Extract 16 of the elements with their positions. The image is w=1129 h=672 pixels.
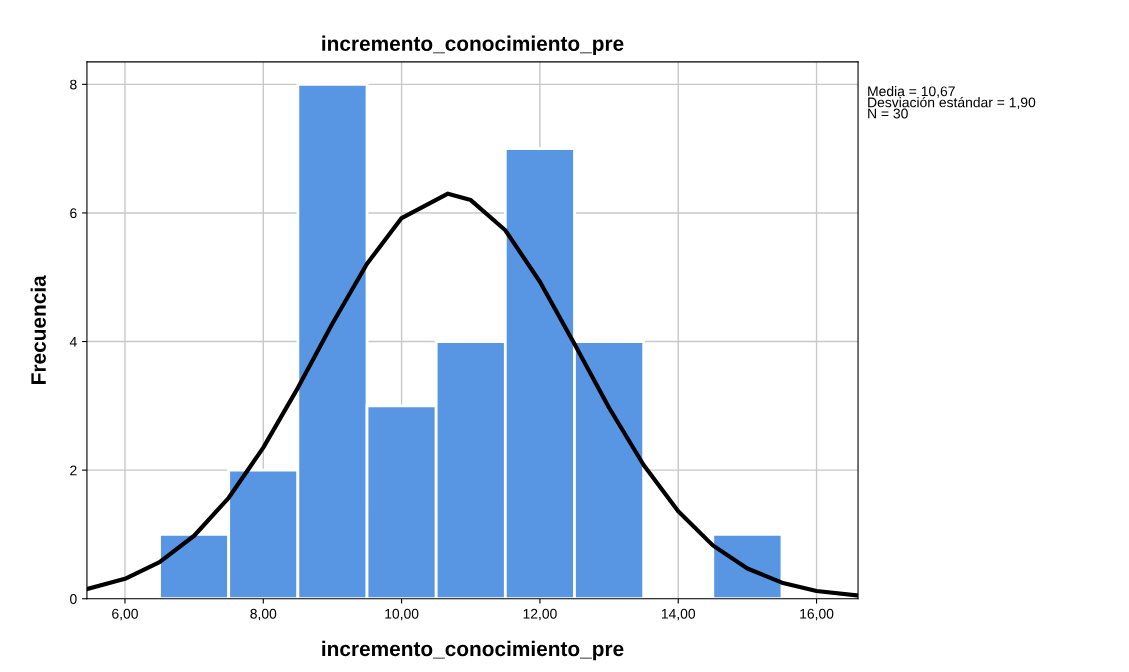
y-axis-title: Frecuencia [30,275,46,384]
x-axis-title: incremento_conocimiento_pre [322,640,624,661]
x-tick-label: 10,00 [385,608,419,621]
x-tick-label: 14,00 [661,608,696,621]
x-tick-label: 6,00 [112,608,138,621]
x-tick-label: 16,00 [800,608,834,621]
x-tick-label: 12,00 [523,608,557,621]
y-tick-label: 8 [70,79,77,90]
text: Media = 10,67 [868,86,955,98]
y-tick-label: 6 [70,208,77,219]
x-tick-label: 8,00 [250,608,277,621]
text: N = 30 [868,108,908,119]
chart-title: incremento_conocimiento_pre [322,35,624,56]
y-tick-label: 2 [70,465,77,476]
y-tick-label: 0 [70,594,77,604]
y-tick-label: 4 [69,337,77,347]
